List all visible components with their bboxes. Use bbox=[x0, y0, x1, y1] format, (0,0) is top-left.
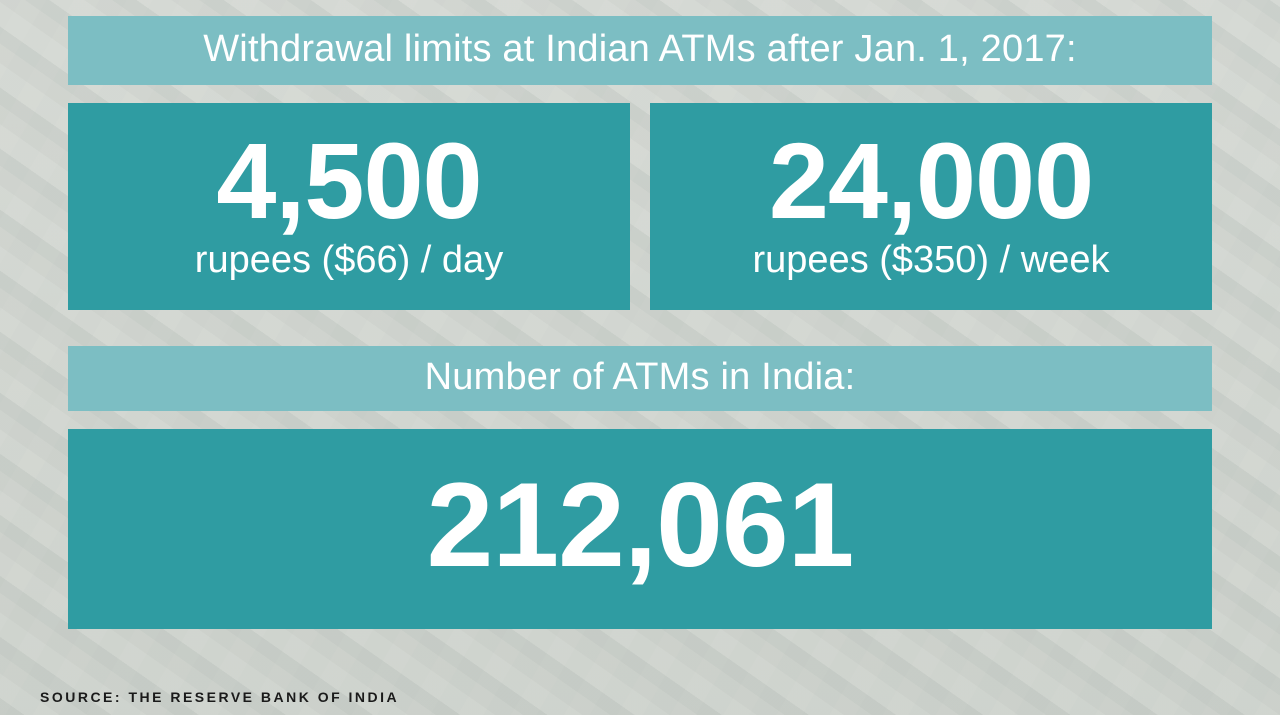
atm-count-value: 212,061 bbox=[78, 465, 1202, 585]
source-attribution: SOURCE: THE RESERVE BANK OF INDIA bbox=[40, 689, 399, 705]
headline-bar-withdrawal-limits: Withdrawal limits at Indian ATMs after J… bbox=[68, 16, 1212, 85]
stat-box-weekly-limit: 24,000 rupees ($350) / week bbox=[650, 103, 1212, 310]
daily-limit-label: rupees ($66) / day bbox=[78, 239, 620, 282]
weekly-limit-value: 24,000 bbox=[660, 127, 1202, 235]
stat-row: 4,500 rupees ($66) / day 24,000 rupees (… bbox=[68, 103, 1212, 310]
weekly-limit-label: rupees ($350) / week bbox=[660, 239, 1202, 282]
infographic-content: Withdrawal limits at Indian ATMs after J… bbox=[68, 16, 1212, 629]
stat-box-daily-limit: 4,500 rupees ($66) / day bbox=[68, 103, 630, 310]
daily-limit-value: 4,500 bbox=[78, 127, 620, 235]
headline-bar-atm-count: Number of ATMs in India: bbox=[68, 346, 1212, 411]
stat-box-atm-count: 212,061 bbox=[68, 429, 1212, 629]
